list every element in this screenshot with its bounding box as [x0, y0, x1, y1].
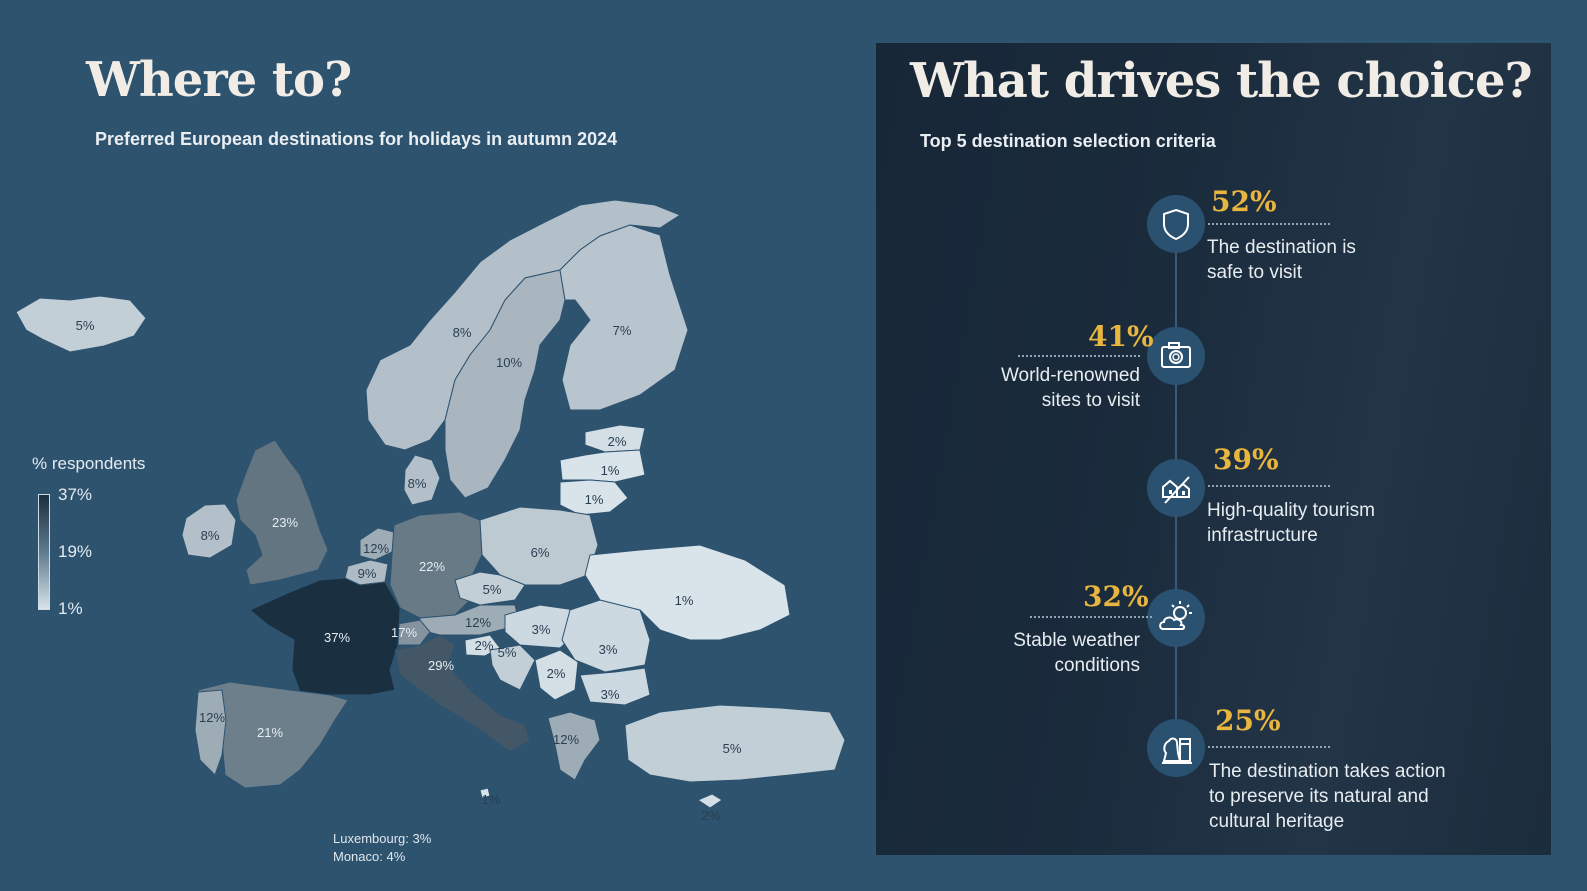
criteria-subtitle: Top 5 destination selection criteria — [920, 131, 1216, 151]
legend-mid-label: 19% — [58, 542, 93, 561]
region-denmark — [403, 454, 441, 506]
region-value-label-slovenia: 2% — [475, 638, 494, 653]
region-bulgaria — [579, 667, 651, 706]
region-turkey — [624, 704, 846, 783]
criterion-4-percent: 32% — [1083, 580, 1149, 613]
camera-icon — [1147, 327, 1205, 385]
criteria-title: What drives the choice? — [910, 53, 1533, 109]
criterion-2-rule — [1018, 355, 1140, 357]
criterion-4-line-2: conditions — [1054, 655, 1140, 676]
region-value-label-ireland: 8% — [201, 528, 220, 543]
criterion-1-line-1: The destination is — [1207, 237, 1356, 258]
region-united-kingdom — [235, 439, 329, 586]
region-value-label-serbia: 2% — [547, 666, 566, 681]
criterion-2-percent: 41% — [1088, 320, 1154, 353]
region-value-label-czechia: 5% — [483, 582, 502, 597]
criterion-3-rule — [1208, 485, 1330, 487]
footnote-monaco: Monaco: 4% — [333, 849, 406, 864]
region-value-label-germany: 22% — [419, 559, 445, 574]
criterion-4-line-1: Stable weather — [1013, 630, 1140, 651]
legend-color-scale — [38, 494, 50, 610]
region-value-label-norway: 8% — [453, 325, 472, 340]
region-value-label-iceland: 5% — [76, 318, 95, 333]
chess-heritage-icon — [1147, 719, 1205, 777]
region-value-label-ukraine: 1% — [675, 593, 694, 608]
region-serbia — [534, 649, 579, 701]
region-value-label-romania: 3% — [599, 642, 618, 657]
buildings-icon — [1147, 459, 1205, 517]
region-value-label-sweden: 10% — [496, 355, 522, 370]
criterion-4-label: Stable weather conditions — [970, 628, 1140, 678]
region-value-label-cyprus: 2% — [702, 808, 721, 823]
criterion-2-line-1: World-renowned — [1000, 365, 1140, 386]
region-value-label-belgium: 9% — [358, 566, 377, 581]
region-value-label-france: 37% — [324, 630, 350, 645]
footnote-luxembourg: Luxembourg: 3% — [333, 831, 432, 846]
region-value-label-italy: 29% — [428, 658, 454, 673]
region-value-label-finland: 7% — [613, 323, 632, 338]
region-sweden — [444, 269, 566, 499]
region-value-label-spain: 21% — [257, 725, 283, 740]
region-value-label-portugal: 12% — [199, 710, 225, 725]
region-malta — [479, 787, 491, 799]
criterion-5-line-1: The destination takes action — [1209, 761, 1446, 782]
region-value-label-estonia: 2% — [608, 434, 627, 449]
region-greece — [547, 711, 601, 781]
criterion-5-label: The destination takes action to preserve… — [1209, 759, 1446, 834]
region-value-label-switzerland: 17% — [391, 625, 417, 640]
legend-min-label: 1% — [58, 599, 83, 618]
criterion-2-line-2: sites to visit — [1041, 390, 1140, 411]
region-value-label-denmark: 8% — [408, 476, 427, 491]
region-italy — [394, 634, 531, 753]
region-value-label-greece: 12% — [553, 732, 579, 747]
region-cyprus — [696, 793, 723, 809]
region-lithuania — [559, 479, 629, 516]
region-france — [249, 577, 401, 696]
map-title: Where to? — [86, 52, 352, 108]
criterion-5-rule — [1208, 746, 1330, 748]
region-value-label-united-kingdom: 23% — [272, 515, 298, 530]
region-czechia — [454, 571, 526, 606]
region-value-label-hungary: 3% — [532, 622, 551, 637]
legend-max-label: 37% — [58, 485, 93, 504]
region-finland — [559, 224, 689, 411]
region-portugal — [194, 689, 227, 776]
region-value-label-netherlands: 12% — [363, 541, 389, 556]
map-subtitle: Preferred European destinations for holi… — [95, 129, 618, 149]
criterion-2-label: World-renowned sites to visit — [970, 363, 1140, 413]
region-ukraine — [584, 544, 791, 641]
criterion-5-line-2: to preserve its natural and — [1209, 786, 1429, 807]
criterion-5-line-3: cultural heritage — [1209, 811, 1345, 832]
region-ireland — [181, 503, 237, 559]
region-iceland — [15, 295, 147, 353]
region-value-label-turkey: 5% — [723, 741, 742, 756]
criterion-3-percent: 39% — [1213, 443, 1279, 476]
region-value-label-austria: 12% — [465, 615, 491, 630]
criterion-1-label: The destination is safe to visit — [1207, 235, 1356, 285]
region-value-label-croatia: 5% — [498, 645, 517, 660]
shield-icon — [1147, 195, 1205, 253]
region-value-label-lithuania: 1% — [585, 492, 604, 507]
criterion-1-line-2: safe to visit — [1207, 262, 1303, 283]
region-value-label-bulgaria: 3% — [601, 687, 620, 702]
region-latvia — [559, 449, 646, 483]
criterion-1-percent: 52% — [1211, 185, 1277, 218]
criterion-5-percent: 25% — [1215, 704, 1281, 737]
region-value-label-poland: 6% — [531, 545, 550, 560]
region-spain — [197, 681, 349, 789]
sun-cloud-icon — [1147, 589, 1205, 647]
criteria-panel: What drives the choice? Top 5 destinatio… — [876, 43, 1551, 855]
europe-choropleth-map: 5% 8% 10% 7% 2% 1% 1% 8% 8% 23% 12% 9% 22% 6% 5% 12% 17%… — [15, 199, 846, 823]
legend-title: % respondents — [32, 454, 146, 473]
criterion-1-rule — [1208, 223, 1330, 225]
criterion-3-line-1: High-quality tourism — [1207, 500, 1375, 521]
criterion-3-line-2: infrastructure — [1207, 525, 1318, 546]
criterion-3-label: High-quality tourism infrastructure — [1207, 498, 1375, 548]
region-value-label-latvia: 1% — [601, 463, 620, 478]
region-value-label-malta: 1% — [482, 792, 501, 807]
criterion-4-rule — [1030, 616, 1152, 618]
